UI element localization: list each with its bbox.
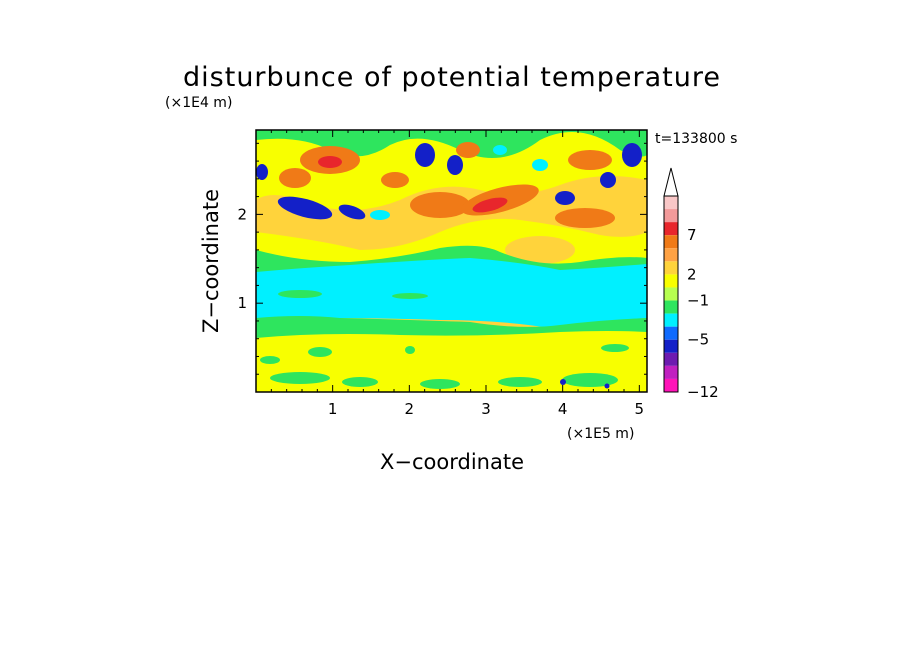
red-crest-2 [318,156,342,168]
colorbar-segment [664,209,678,223]
field-cyan-layer [256,258,647,328]
axis-ticks [256,130,647,392]
blue-troughs [256,143,642,220]
colorbar-segment [664,365,678,379]
y-axis-label: Z−coordinate [199,189,223,333]
lower-green-speckles [260,344,629,389]
chart-title: disturbunce of potential temperature [183,62,721,93]
trough-6 [600,172,616,188]
colorbar-extend-arrow [663,167,679,197]
colorbar-segment [664,196,678,210]
trough-1 [277,196,333,220]
x-tick-label: 1 [328,400,338,418]
colorbar-segment [664,235,678,249]
rim-2 [532,159,548,171]
colorbar-segment [664,326,678,340]
x-tick-label: 2 [405,400,415,418]
red-crests [318,156,508,213]
colorbar-label: −5 [687,331,709,349]
axis-tick-labels: 1 2 3 4 5 1 2 [237,205,644,418]
cyan-green-patch-2 [392,293,428,299]
colorbar-segment [664,261,678,275]
x-tick-label: 3 [481,400,491,418]
colorbar-segment [664,313,678,327]
colorbar-segment [664,287,678,301]
heatmap-field [256,130,647,392]
field-yellow-blob [505,236,575,264]
colorbar-segment [664,300,678,314]
speckle-1 [308,347,332,357]
colorbar-label: −1 [687,292,709,310]
colorbar-frame [663,195,679,393]
colorbar [663,167,679,393]
colorbar-label: 2 [687,265,697,283]
colorbar-segment [664,352,678,366]
lower-blue-dots [560,379,610,389]
speckle-4 [342,377,378,387]
speckle-2 [405,346,415,354]
colorbar-segment [664,222,678,236]
crest-7 [381,172,409,188]
speckle-6 [498,377,542,387]
dot-1 [560,379,566,385]
light-blue-rims [370,145,548,220]
speckle-9 [260,356,280,364]
crest-2 [279,168,311,188]
trough-7 [622,143,642,167]
trough-2 [338,204,366,220]
crest-3 [410,192,470,218]
colorbar-segment [664,339,678,353]
red-crest-1 [472,197,508,213]
plot-frame [255,129,648,393]
colorbar-label: −12 [687,383,719,401]
colorbar-segment [664,274,678,288]
trough-5 [555,191,575,205]
speckle-3 [270,372,330,384]
dot-2 [604,383,610,389]
speckle-7 [562,373,618,387]
trough-4 [447,155,463,175]
crest-8 [456,142,480,158]
rim-1 [370,210,390,220]
field-lower-yellow [256,331,647,392]
crest-6 [555,208,615,228]
x-tick-label: 4 [558,400,568,418]
y-tick-label: 2 [237,205,247,223]
speckle-5 [420,379,460,389]
colorbar-segment [664,248,678,262]
colorbar-segment [664,378,678,392]
crest-5 [568,150,612,170]
speckle-8 [601,344,629,352]
y-unit-label: (×1E4 m) [165,95,232,111]
colorbar-labels: 7 2 −1 −5 −12 [687,226,719,401]
trough-8 [256,164,268,180]
x-axis-label: X−coordinate [380,450,524,474]
x-unit-label: (×1E5 m) [567,426,634,442]
colorbar-label: 7 [687,226,697,244]
y-tick-label: 1 [237,294,247,312]
trough-3 [415,143,435,167]
cyan-green-patch-1 [278,290,322,298]
time-label: t=133800 s [655,131,737,147]
rim-3 [493,145,507,155]
x-tick-label: 5 [635,400,645,418]
